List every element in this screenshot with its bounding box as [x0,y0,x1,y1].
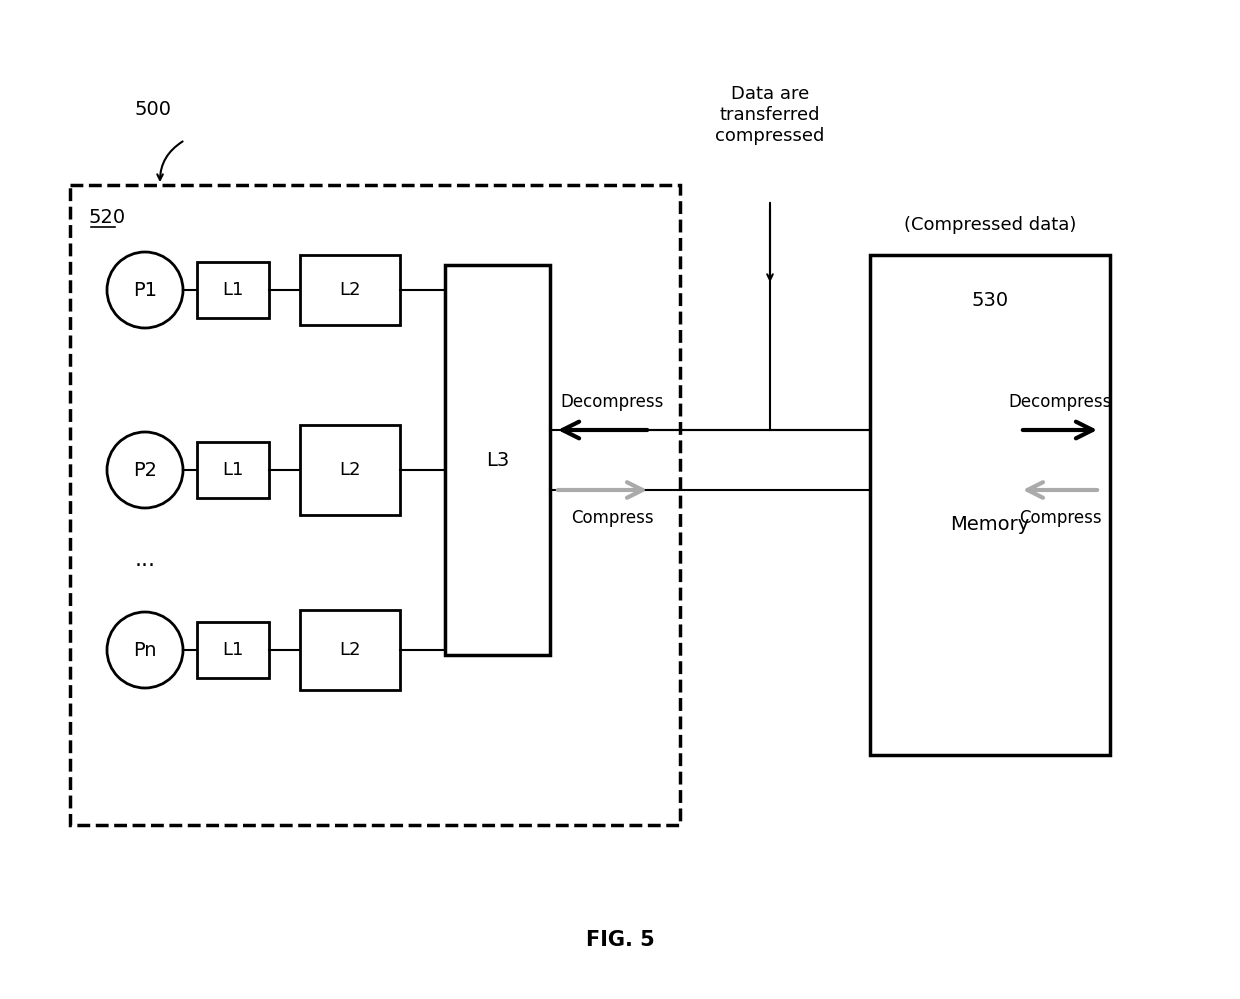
FancyBboxPatch shape [197,262,269,318]
Circle shape [107,612,184,688]
Text: Decompress: Decompress [1008,393,1112,411]
Text: Data are
transferred
compressed: Data are transferred compressed [715,85,825,145]
Text: Pn: Pn [133,640,156,659]
Text: L1: L1 [222,281,244,299]
Text: L2: L2 [340,461,361,479]
FancyBboxPatch shape [300,610,401,690]
FancyBboxPatch shape [300,425,401,515]
FancyBboxPatch shape [300,255,401,325]
Text: P2: P2 [133,461,157,480]
Text: P1: P1 [133,281,157,300]
Text: 530: 530 [971,291,1008,310]
Text: ...: ... [134,550,155,570]
Text: L1: L1 [222,641,244,659]
Text: Compress: Compress [1019,509,1101,527]
Text: Compress: Compress [572,509,653,527]
Text: Decompress: Decompress [560,393,665,411]
Text: Memory: Memory [950,515,1029,534]
Text: 520: 520 [88,208,125,227]
Text: L3: L3 [486,451,510,470]
FancyBboxPatch shape [197,622,269,678]
Circle shape [107,432,184,508]
Text: 500: 500 [135,100,172,119]
Text: (Compressed data): (Compressed data) [904,216,1076,234]
Circle shape [107,252,184,328]
Text: FIG. 5: FIG. 5 [585,930,655,950]
Text: L2: L2 [340,641,361,659]
FancyBboxPatch shape [870,255,1110,755]
FancyBboxPatch shape [445,265,551,655]
FancyBboxPatch shape [197,442,269,498]
Text: L2: L2 [340,281,361,299]
Text: L1: L1 [222,461,244,479]
